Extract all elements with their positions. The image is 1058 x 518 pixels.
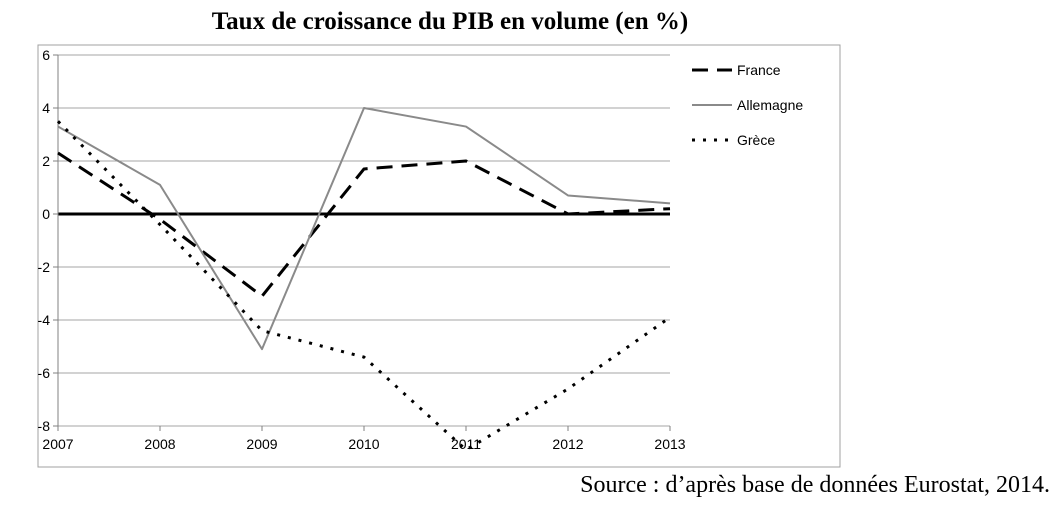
x-tick-label: 2007: [42, 436, 73, 452]
x-tick-label: 2011: [451, 436, 481, 452]
series-line-allemagne: [57, 107, 671, 351]
series-line-france: [57, 151, 671, 298]
x-tick-label: 2010: [348, 436, 379, 452]
plot-frame: [37, 44, 841, 468]
x-tick-label: 2012: [552, 436, 583, 452]
line-chart: 6 4 2 0 -2 -4 -6 -8 2007 2008 2009 2010 2011 2012 2013…: [37, 44, 841, 468]
y-tick-label: -2: [38, 259, 51, 275]
chart-title: Taux de croissance du PIB en volume (en …: [211, 8, 689, 35]
legend-label: France: [737, 62, 781, 78]
legend-label: Grèce: [737, 132, 775, 148]
source-note: Source : d’après base de données Eurosta…: [580, 472, 1050, 498]
y-tick-label: -4: [38, 312, 51, 328]
y-tick-label: 6: [42, 47, 50, 63]
y-tick-label: -6: [38, 365, 51, 381]
x-tick-label: 2009: [246, 436, 277, 452]
y-tick-label: 2: [42, 153, 50, 169]
legend-label: Allemagne: [737, 97, 803, 113]
y-tick-label: -8: [38, 418, 51, 434]
y-tick-label: 0: [42, 206, 50, 222]
x-tick-label: 2013: [654, 436, 685, 452]
series-line-grce: [56, 120, 671, 452]
x-tick-label: 2008: [144, 436, 175, 452]
y-tick-label: 4: [42, 100, 50, 116]
